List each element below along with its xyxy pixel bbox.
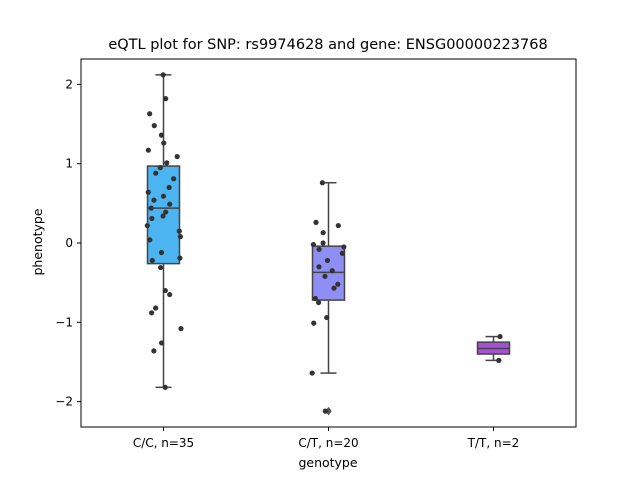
data-point <box>161 140 167 146</box>
data-point <box>316 264 322 270</box>
plot-area: −2 −1 0 1 2 C/C, n=35 C/T, n=20 T/T, n=2 <box>55 58 577 450</box>
y-tick-label: 1 <box>65 157 73 171</box>
data-point <box>151 348 157 354</box>
data-point <box>163 209 169 215</box>
data-point <box>147 111 153 117</box>
data-point <box>176 228 182 234</box>
data-point <box>149 257 155 264</box>
data-point <box>157 165 163 171</box>
data-point <box>324 257 331 264</box>
data-point <box>309 370 315 376</box>
data-point <box>324 314 330 321</box>
data-point <box>335 222 341 229</box>
data-point <box>177 234 184 240</box>
y-tick-label: 2 <box>65 77 73 91</box>
data-point <box>160 72 166 78</box>
data-point <box>312 295 318 302</box>
data-point <box>339 250 345 256</box>
y-tick-label: −2 <box>55 395 73 409</box>
data-point <box>322 273 328 279</box>
data-point <box>167 291 173 298</box>
data-point <box>341 244 347 250</box>
data-point <box>148 205 154 211</box>
data-point <box>178 326 184 332</box>
data-point <box>147 237 153 243</box>
data-point <box>171 176 177 182</box>
x-tick-label: C/C, n=35 <box>133 436 194 450</box>
y-axis-label: phenotype <box>30 208 45 275</box>
data-point <box>320 240 326 246</box>
data-point <box>160 213 166 219</box>
x-tick-label: T/T, n=2 <box>467 436 520 450</box>
data-point <box>496 357 502 363</box>
data-point <box>319 180 325 186</box>
y-tick-label: 0 <box>65 236 73 250</box>
data-point <box>315 299 322 306</box>
data-point <box>329 268 335 274</box>
data-point <box>158 132 165 138</box>
data-point <box>145 147 151 153</box>
data-point <box>153 170 159 176</box>
data-point <box>167 201 173 207</box>
data-point <box>158 340 165 346</box>
data-point <box>162 287 168 294</box>
data-point <box>322 408 328 414</box>
data-point <box>151 197 157 203</box>
chart-title: eQTL plot for SNP: rs9974628 and gene: E… <box>108 37 547 53</box>
data-point <box>163 96 169 102</box>
data-point <box>310 241 316 248</box>
data-point <box>149 215 155 222</box>
data-point <box>162 384 168 390</box>
x-tick-label: C/T, n=20 <box>298 436 358 450</box>
y-tick-label: −1 <box>55 315 73 329</box>
x-axis-label: genotype <box>298 455 357 470</box>
data-point <box>313 219 319 225</box>
data-point <box>153 305 159 311</box>
data-point <box>320 230 326 236</box>
data-point <box>166 184 172 191</box>
data-point <box>174 153 180 160</box>
data-point <box>149 310 155 316</box>
data-point <box>144 222 150 229</box>
data-point <box>157 264 164 271</box>
data-point <box>316 246 322 252</box>
data-point <box>158 249 165 256</box>
data-point <box>145 189 151 195</box>
data-point <box>331 285 337 291</box>
data-point <box>164 160 170 166</box>
data-point <box>177 255 183 261</box>
data-point <box>151 123 157 129</box>
data-point <box>497 333 503 340</box>
data-point <box>311 320 317 326</box>
data-point <box>160 193 167 199</box>
box-iqr <box>311 245 346 301</box>
data-point <box>335 281 341 287</box>
